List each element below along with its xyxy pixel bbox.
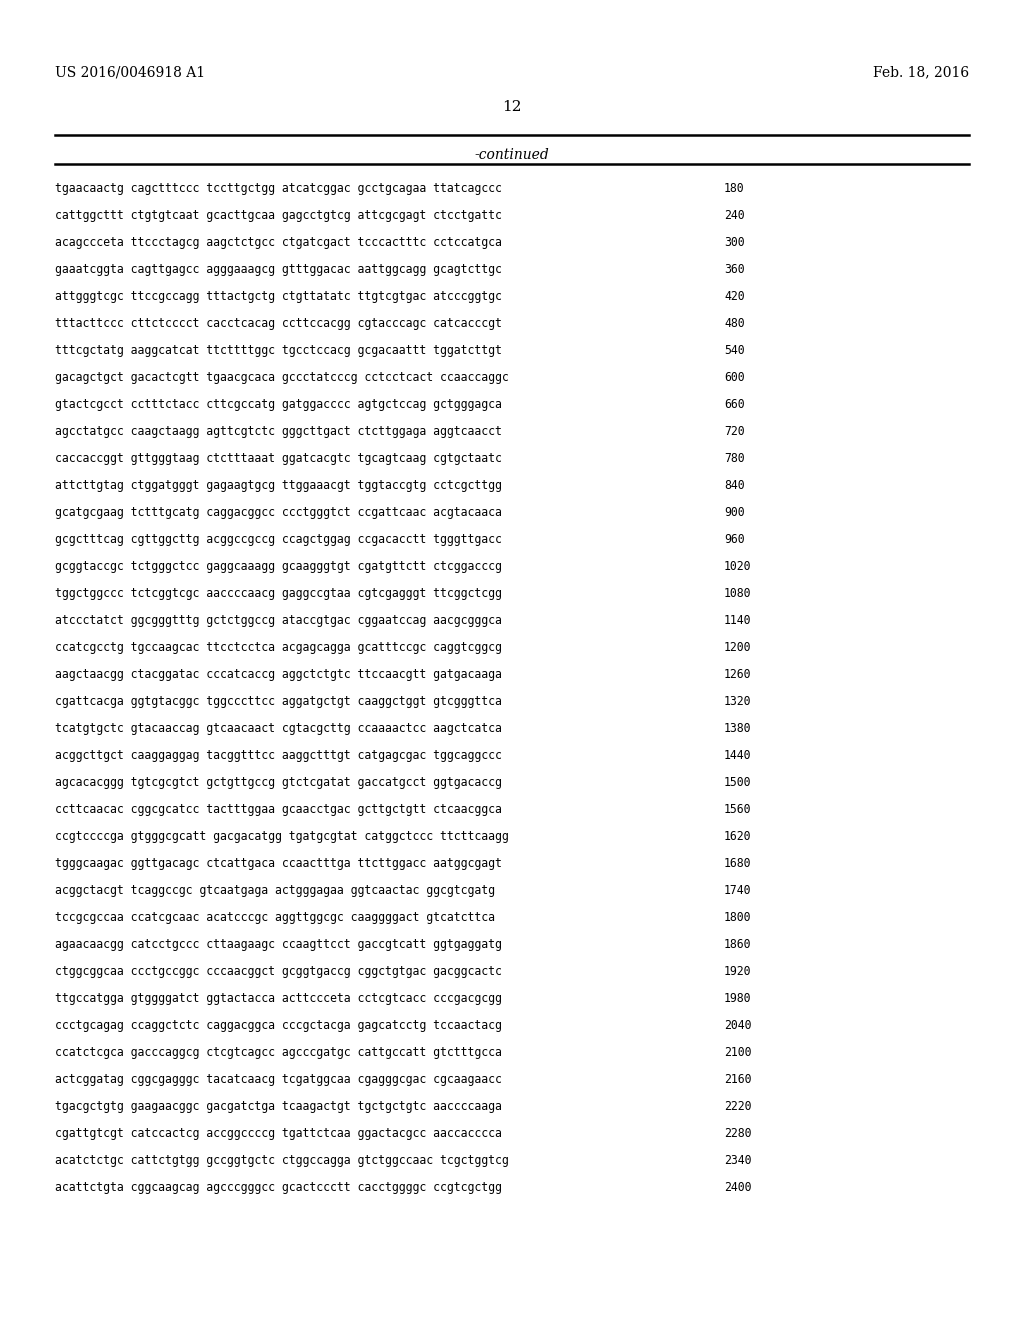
Text: 960: 960 [724,533,744,546]
Text: acggcttgct caaggaggag tacggtttcc aaggctttgt catgagcgac tggcaggccc: acggcttgct caaggaggag tacggtttcc aaggctt… [55,748,502,762]
Text: ttgccatgga gtggggatct ggtactacca acttccceta cctcgtcacc cccgacgcgg: ttgccatgga gtggggatct ggtactacca acttccc… [55,993,502,1005]
Text: 2220: 2220 [724,1100,752,1113]
Text: 1380: 1380 [724,722,752,735]
Text: 1620: 1620 [724,830,752,843]
Text: actcggatag cggcgagggc tacatcaacg tcgatggcaa cgagggcgac cgcaagaacc: actcggatag cggcgagggc tacatcaacg tcgatgg… [55,1073,502,1086]
Text: 1200: 1200 [724,642,752,653]
Text: aagctaacgg ctacggatac cccatcaccg aggctctgtc ttccaacgtt gatgacaaga: aagctaacgg ctacggatac cccatcaccg aggctct… [55,668,502,681]
Text: gacagctgct gacactcgtt tgaacgcaca gccctatcccg cctcctcact ccaaccaggc: gacagctgct gacactcgtt tgaacgcaca gccctat… [55,371,509,384]
Text: agcacacggg tgtcgcgtct gctgttgccg gtctcgatat gaccatgcct ggtgacaccg: agcacacggg tgtcgcgtct gctgttgccg gtctcga… [55,776,502,789]
Text: 2160: 2160 [724,1073,752,1086]
Text: 1020: 1020 [724,560,752,573]
Text: ctggcggcaa ccctgccggc cccaacggct gcggtgaccg cggctgtgac gacggcactc: ctggcggcaa ccctgccggc cccaacggct gcggtga… [55,965,502,978]
Text: ccatctcgca gacccaggcg ctcgtcagcc agcccgatgc cattgccatt gtctttgcca: ccatctcgca gacccaggcg ctcgtcagcc agcccga… [55,1045,502,1059]
Text: gaaatcggta cagttgagcc agggaaagcg gtttggacac aattggcagg gcagtcttgc: gaaatcggta cagttgagcc agggaaagcg gtttgga… [55,263,502,276]
Text: ccttcaacac cggcgcatcc tactttggaa gcaacctgac gcttgctgtt ctcaacggca: ccttcaacac cggcgcatcc tactttggaa gcaacct… [55,803,502,816]
Text: ccgtccccga gtgggcgcatt gacgacatgg tgatgcgtat catggctccc ttcttcaagg: ccgtccccga gtgggcgcatt gacgacatgg tgatgc… [55,830,509,843]
Text: 1860: 1860 [724,939,752,950]
Text: 2040: 2040 [724,1019,752,1032]
Text: 360: 360 [724,263,744,276]
Text: ccctgcagag ccaggctctc caggacggca cccgctacga gagcatcctg tccaactacg: ccctgcagag ccaggctctc caggacggca cccgcta… [55,1019,502,1032]
Text: 420: 420 [724,290,744,304]
Text: 720: 720 [724,425,744,438]
Text: 1560: 1560 [724,803,752,816]
Text: 1800: 1800 [724,911,752,924]
Text: attcttgtag ctggatgggt gagaagtgcg ttggaaacgt tggtaccgtg cctcgcttgg: attcttgtag ctggatgggt gagaagtgcg ttggaaa… [55,479,502,492]
Text: 240: 240 [724,209,744,222]
Text: Feb. 18, 2016: Feb. 18, 2016 [872,65,969,79]
Text: tcatgtgctc gtacaaccag gtcaacaact cgtacgcttg ccaaaactcc aagctcatca: tcatgtgctc gtacaaccag gtcaacaact cgtacgc… [55,722,502,735]
Text: tttcgctatg aaggcatcat ttcttttggc tgcctccacg gcgacaattt tggatcttgt: tttcgctatg aaggcatcat ttcttttggc tgcctcc… [55,345,502,356]
Text: tttacttccc cttctcccct cacctcacag ccttccacgg cgtacccagc catcacccgt: tttacttccc cttctcccct cacctcacag ccttcca… [55,317,502,330]
Text: 480: 480 [724,317,744,330]
Text: atccctatct ggcgggtttg gctctggccg ataccgtgac cggaatccag aacgcgggca: atccctatct ggcgggtttg gctctggccg ataccgt… [55,614,502,627]
Text: 1740: 1740 [724,884,752,898]
Text: 1920: 1920 [724,965,752,978]
Text: 1080: 1080 [724,587,752,601]
Text: 1680: 1680 [724,857,752,870]
Text: agaacaacgg catcctgccc cttaagaagc ccaagttcct gaccgtcatt ggtgaggatg: agaacaacgg catcctgccc cttaagaagc ccaagtt… [55,939,502,950]
Text: tgaacaactg cagctttccc tccttgctgg atcatcggac gcctgcagaa ttatcagccc: tgaacaactg cagctttccc tccttgctgg atcatcg… [55,182,502,195]
Text: 900: 900 [724,506,744,519]
Text: US 2016/0046918 A1: US 2016/0046918 A1 [55,65,205,79]
Text: caccaccggt gttgggtaag ctctttaaat ggatcacgtc tgcagtcaag cgtgctaatc: caccaccggt gttgggtaag ctctttaaat ggatcac… [55,451,502,465]
Text: 2340: 2340 [724,1154,752,1167]
Text: attgggtcgc ttccgccagg tttactgctg ctgttatatc ttgtcgtgac atcccggtgc: attgggtcgc ttccgccagg tttactgctg ctgttat… [55,290,502,304]
Text: tgacgctgtg gaagaacggc gacgatctga tcaagactgt tgctgctgtc aaccccaaga: tgacgctgtg gaagaacggc gacgatctga tcaagac… [55,1100,502,1113]
Text: 1440: 1440 [724,748,752,762]
Text: gtactcgcct cctttctacc cttcgccatg gatggacccc agtgctccag gctgggagca: gtactcgcct cctttctacc cttcgccatg gatggac… [55,399,502,411]
Text: 1260: 1260 [724,668,752,681]
Text: 540: 540 [724,345,744,356]
Text: 1980: 1980 [724,993,752,1005]
Text: cgattcacga ggtgtacggc tggcccttcc aggatgctgt caaggctggt gtcgggttca: cgattcacga ggtgtacggc tggcccttcc aggatgc… [55,696,502,708]
Text: gcatgcgaag tctttgcatg caggacggcc ccctgggtct ccgattcaac acgtacaaca: gcatgcgaag tctttgcatg caggacggcc ccctggg… [55,506,502,519]
Text: 2400: 2400 [724,1181,752,1195]
Text: 660: 660 [724,399,744,411]
Text: acattctgta cggcaagcag agcccgggcc gcactccctt cacctggggc ccgtcgctgg: acattctgta cggcaagcag agcccgggcc gcactcc… [55,1181,502,1195]
Text: 2280: 2280 [724,1127,752,1140]
Text: gcggtaccgc tctgggctcc gaggcaaagg gcaagggtgt cgatgttctt ctcggacccg: gcggtaccgc tctgggctcc gaggcaaagg gcaaggg… [55,560,502,573]
Text: 180: 180 [724,182,744,195]
Text: agcctatgcc caagctaagg agttcgtctc gggcttgact ctcttggaga aggtcaacct: agcctatgcc caagctaagg agttcgtctc gggcttg… [55,425,502,438]
Text: acatctctgc cattctgtgg gccggtgctc ctggccagga gtctggccaac tcgctggtcg: acatctctgc cattctgtgg gccggtgctc ctggcca… [55,1154,509,1167]
Text: acagccceta ttccctagcg aagctctgcc ctgatcgact tcccactttc cctccatgca: acagccceta ttccctagcg aagctctgcc ctgatcg… [55,236,502,249]
Text: cgattgtcgt catccactcg accggccccg tgattctcaa ggactacgcc aaccacccca: cgattgtcgt catccactcg accggccccg tgattct… [55,1127,502,1140]
Text: 1500: 1500 [724,776,752,789]
Text: tggctggccc tctcggtcgc aaccccaacg gaggccgtaa cgtcgagggt ttcggctcgg: tggctggccc tctcggtcgc aaccccaacg gaggccg… [55,587,502,601]
Text: cattggcttt ctgtgtcaat gcacttgcaa gagcctgtcg attcgcgagt ctcctgattc: cattggcttt ctgtgtcaat gcacttgcaa gagcctg… [55,209,502,222]
Text: acggctacgt tcaggccgc gtcaatgaga actgggagaa ggtcaactac ggcgtcgatg: acggctacgt tcaggccgc gtcaatgaga actgggag… [55,884,495,898]
Text: tccgcgccaa ccatcgcaac acatcccgc aggttggcgc caaggggact gtcatcttca: tccgcgccaa ccatcgcaac acatcccgc aggttggc… [55,911,495,924]
Text: gcgctttcag cgttggcttg acggccgccg ccagctggag ccgacacctt tgggttgacc: gcgctttcag cgttggcttg acggccgccg ccagctg… [55,533,502,546]
Text: 1320: 1320 [724,696,752,708]
Text: 2100: 2100 [724,1045,752,1059]
Text: 1140: 1140 [724,614,752,627]
Text: ccatcgcctg tgccaagcac ttcctcctca acgagcagga gcatttccgc caggtcggcg: ccatcgcctg tgccaagcac ttcctcctca acgagca… [55,642,502,653]
Text: tgggcaagac ggttgacagc ctcattgaca ccaactttga ttcttggacc aatggcgagt: tgggcaagac ggttgacagc ctcattgaca ccaactt… [55,857,502,870]
Text: -continued: -continued [475,148,549,162]
Text: 780: 780 [724,451,744,465]
Text: 840: 840 [724,479,744,492]
Text: 12: 12 [502,100,522,114]
Text: 300: 300 [724,236,744,249]
Text: 600: 600 [724,371,744,384]
